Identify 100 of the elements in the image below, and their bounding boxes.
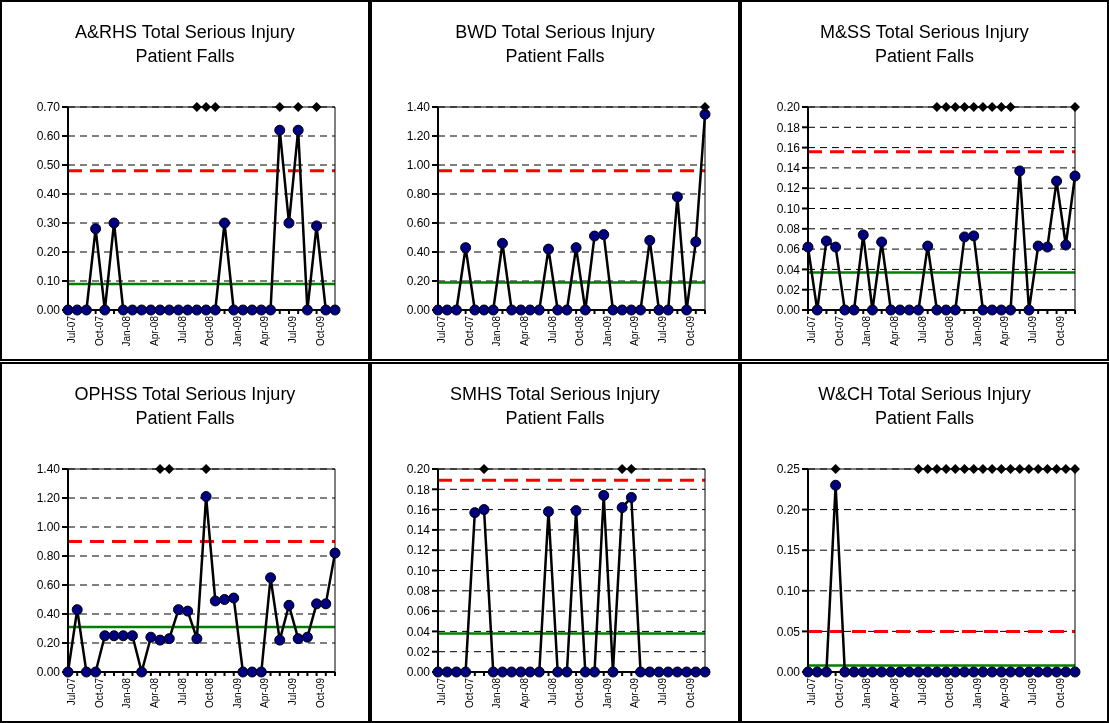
point	[292, 124, 304, 136]
point	[1051, 666, 1063, 678]
y-tick-label: 0.80	[36, 549, 61, 564]
y-tick-label: 0.60	[36, 578, 61, 593]
point	[579, 666, 591, 678]
y-tick-label: 0.04	[776, 262, 801, 277]
point	[570, 505, 582, 517]
point	[1032, 666, 1044, 678]
point	[968, 230, 980, 242]
y-tick-label: 0.14	[406, 523, 431, 538]
y-tick-label: 0.12	[406, 543, 431, 558]
y-tick-label: 0.08	[406, 584, 431, 599]
point	[653, 304, 665, 316]
point	[968, 102, 979, 112]
point	[570, 242, 582, 254]
point	[662, 304, 674, 316]
point	[542, 506, 554, 518]
point	[478, 504, 490, 516]
point	[237, 304, 249, 316]
y-tick-label: 0.15	[776, 543, 801, 558]
point	[885, 666, 897, 678]
point	[996, 102, 1007, 112]
x-tick-label: Jul-09	[1027, 677, 1039, 706]
point	[1005, 102, 1016, 112]
x-tick-label: Apr-08	[148, 315, 160, 347]
y-tick-label: 0.80	[406, 187, 431, 202]
y-tick-label: 0.00	[776, 303, 801, 318]
x-tick-label: Oct-07	[463, 677, 475, 709]
point	[977, 304, 989, 316]
point	[71, 604, 83, 616]
point	[857, 666, 869, 678]
x-tick-label: Oct-07	[93, 677, 105, 709]
point	[1014, 666, 1026, 678]
point	[219, 217, 231, 229]
point	[607, 304, 619, 316]
point	[1032, 240, 1044, 252]
point	[469, 507, 481, 519]
x-tick-label: Jan-09	[971, 315, 983, 347]
point	[912, 304, 924, 316]
point	[876, 666, 888, 678]
point	[1069, 170, 1081, 182]
point	[460, 242, 472, 254]
x-tick-label: Apr-09	[629, 315, 641, 347]
chart-title: BWD Total Serious Injury Patient Falls	[454, 21, 656, 68]
x-tick-label: Oct-09	[314, 677, 326, 709]
point	[987, 102, 998, 112]
point	[163, 633, 175, 645]
y-tick-label: 0.00	[406, 665, 431, 680]
point	[533, 666, 545, 678]
y-tick-label: 0.10	[776, 584, 801, 599]
x-tick-label: Oct-09	[1054, 677, 1066, 709]
point	[487, 304, 499, 316]
x-tick-label: Jul-07	[436, 315, 448, 344]
point	[163, 304, 175, 316]
x-tick-label: Jul-07	[66, 677, 78, 706]
x-tick-label: Jul-08	[176, 677, 188, 706]
point	[903, 666, 915, 678]
chart-title: OPHSS Total Serious Injury Patient Falls	[73, 383, 297, 430]
point	[460, 666, 472, 678]
point	[653, 666, 665, 678]
point	[811, 666, 823, 678]
point	[931, 102, 942, 112]
point	[941, 102, 952, 112]
point	[1014, 165, 1026, 177]
x-tick-label: Jan-09	[601, 315, 613, 347]
point	[931, 304, 943, 316]
point	[617, 464, 628, 474]
y-tick-label: 0.00	[406, 303, 431, 318]
point	[959, 231, 971, 243]
x-tick-label: Apr-08	[888, 677, 900, 709]
point	[255, 666, 267, 678]
point	[589, 230, 601, 242]
y-tick-label: 0.18	[406, 482, 431, 497]
point	[90, 223, 102, 235]
x-tick-label: Jul-07	[806, 677, 818, 706]
point	[515, 666, 527, 678]
y-tick-label: 0.16	[776, 140, 801, 155]
y-tick-label: 0.40	[406, 245, 431, 260]
x-tick-label: Jan-08	[121, 677, 133, 709]
point	[1060, 239, 1072, 251]
point	[99, 304, 111, 316]
x-tick-label: Jan-08	[121, 315, 133, 347]
point	[182, 304, 194, 316]
x-tick-label: Jul-07	[806, 315, 818, 344]
y-tick-label: 0.10	[36, 274, 61, 289]
point	[589, 666, 601, 678]
point	[164, 464, 175, 474]
point	[866, 666, 878, 678]
point	[579, 304, 591, 316]
y-tick-label: 0.10	[776, 201, 801, 216]
point	[949, 304, 961, 316]
x-tick-label: Oct-08	[944, 677, 956, 709]
y-tick-label: 0.00	[776, 665, 801, 680]
y-tick-label: 0.05	[776, 624, 801, 639]
y-tick-label: 0.06	[406, 604, 431, 619]
x-tick-label: Jul-07	[436, 677, 448, 706]
y-tick-label: 1.00	[36, 520, 61, 535]
x-tick-label: Apr-09	[999, 677, 1011, 709]
point	[200, 304, 212, 316]
x-tick-label: Jul-08	[546, 315, 558, 344]
